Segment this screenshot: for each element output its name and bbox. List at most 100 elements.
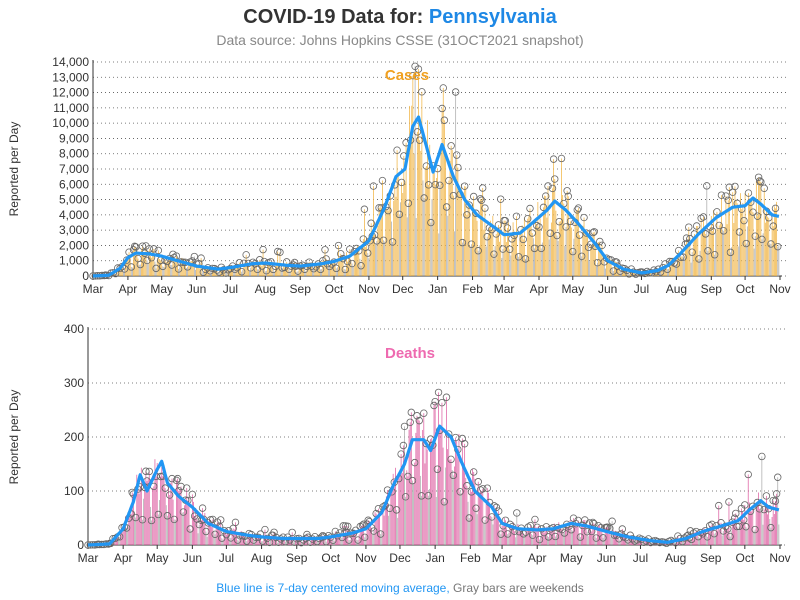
daily-bar [346, 252, 347, 276]
daily-bar [444, 467, 446, 545]
daily-marker [537, 244, 545, 253]
daily-bar [246, 541, 248, 545]
daily-bar [363, 524, 365, 545]
daily-bar [144, 253, 146, 276]
daily-bar [198, 263, 200, 276]
daily-marker [749, 208, 757, 216]
daily-bar [235, 266, 237, 276]
daily-marker [237, 267, 246, 276]
daily-marker [170, 515, 178, 524]
daily-bar [181, 257, 183, 276]
daily-bar [601, 245, 603, 276]
daily-bar [719, 223, 721, 276]
daily-bar [252, 533, 253, 545]
daily-bar [413, 483, 414, 545]
daily-marker [186, 525, 194, 533]
daily-bar [603, 535, 605, 545]
daily-bar [503, 518, 505, 545]
daily-bar [472, 204, 473, 276]
daily-marker [400, 422, 409, 431]
x-tick-label: Apr [114, 551, 133, 565]
daily-marker [722, 192, 730, 200]
daily-marker [725, 183, 734, 191]
daily-bar [179, 489, 181, 545]
daily-bar [243, 263, 245, 276]
daily-bar [281, 267, 283, 276]
daily-bar [447, 449, 449, 545]
daily-bar [592, 232, 594, 276]
daily-bar [526, 256, 527, 276]
daily-bar [692, 242, 694, 276]
daily-bar [655, 271, 657, 276]
daily-bar [340, 537, 342, 545]
daily-bar [297, 271, 299, 276]
x-tick-label: Sep [286, 551, 308, 565]
daily-bar [393, 482, 395, 545]
daily-marker [695, 255, 703, 263]
daily-bar [287, 267, 289, 276]
daily-bar [171, 478, 173, 545]
daily-bar [713, 209, 714, 276]
daily-bar [607, 256, 609, 276]
daily-bar [477, 250, 479, 276]
daily-bar [378, 508, 379, 545]
daily-marker [596, 237, 604, 246]
daily-bar [326, 263, 328, 276]
daily-bar [626, 270, 628, 276]
daily-marker [334, 241, 343, 250]
daily-bar [660, 271, 662, 276]
daily-marker [732, 509, 740, 518]
daily-bar [121, 527, 123, 545]
daily-bar [460, 493, 462, 545]
daily-bar [626, 539, 628, 545]
daily-marker [483, 484, 492, 492]
daily-bar [721, 535, 723, 545]
y-axis-label: Reported per Day [7, 122, 21, 217]
daily-bar [298, 266, 300, 276]
y-tick-label: 10,000 [52, 116, 89, 130]
daily-bar [498, 224, 499, 276]
daily-bar [437, 469, 438, 545]
daily-marker [142, 467, 150, 475]
daily-bar [550, 528, 552, 545]
x-tick-label: Dec [389, 551, 410, 565]
daily-bar [732, 192, 734, 276]
daily-bar [581, 256, 583, 276]
x-tick-label: Nov [769, 282, 790, 296]
daily-bar [672, 257, 674, 276]
daily-bar [442, 447, 444, 545]
footnote-blue: Blue line is 7-day centered moving avera… [216, 581, 449, 595]
daily-bar [752, 212, 754, 276]
daily-bar [195, 269, 196, 276]
daily-marker [483, 233, 491, 241]
daily-bar [711, 524, 713, 545]
daily-marker [710, 250, 719, 259]
daily-bar [749, 203, 750, 276]
daily-bar [691, 539, 692, 545]
x-tick-label: Nov [769, 551, 790, 565]
daily-bar [717, 229, 719, 276]
daily-bar [354, 530, 355, 545]
daily-bar [278, 266, 280, 276]
x-tick-label: Mar [494, 282, 515, 296]
daily-bar [542, 531, 544, 545]
daily-marker [393, 146, 401, 154]
daily-marker [177, 482, 185, 491]
daily-bar [238, 540, 240, 545]
x-tick-label: Feb [462, 282, 483, 296]
daily-marker [276, 248, 284, 256]
daily-marker [618, 525, 627, 533]
daily-bar [491, 229, 493, 276]
daily-marker [407, 408, 416, 417]
daily-bar [754, 236, 756, 276]
daily-bar [190, 261, 192, 276]
daily-bar [376, 240, 378, 276]
daily-bar [498, 511, 500, 545]
daily-bar [557, 240, 559, 276]
daily-marker [395, 210, 404, 219]
daily-bar [372, 534, 374, 545]
daily-bar [441, 402, 443, 545]
daily-bar [482, 187, 484, 276]
daily-bar [745, 526, 747, 545]
